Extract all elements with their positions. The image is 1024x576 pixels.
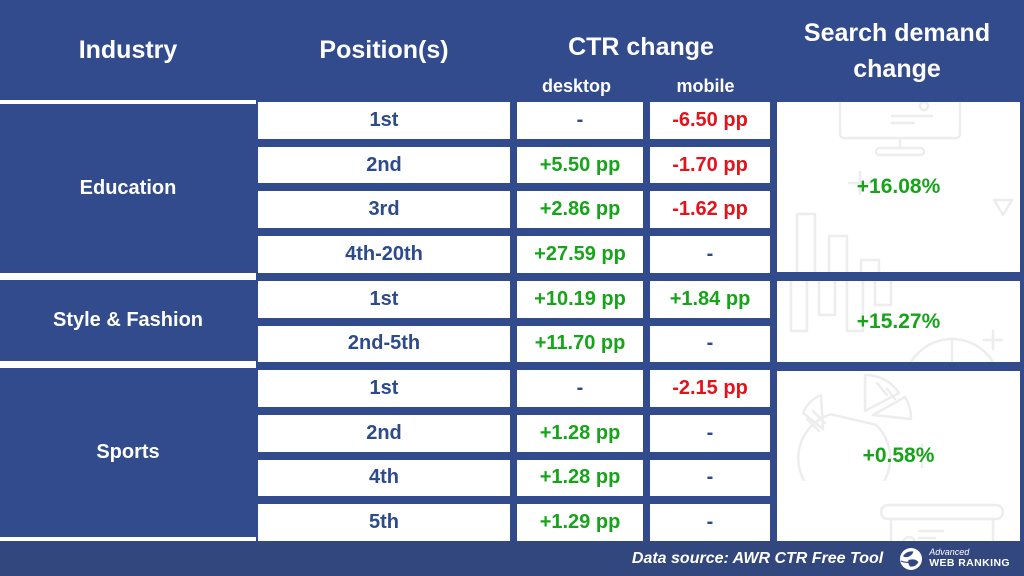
mobile-value-cell: -1.62 pp: [650, 191, 770, 229]
awr-logo-line2: WEB RANKING: [929, 556, 1010, 569]
header-positions: Position(s): [319, 35, 449, 64]
mobile-value-cell: -: [650, 459, 770, 497]
table-row: 1st - -2.15 pp: [258, 370, 770, 407]
position-cell: 1st: [258, 280, 510, 318]
desktop-value-cell: +5.50 pp: [517, 146, 643, 184]
plus-doodle-icon: [982, 329, 1004, 351]
table-header: Industry Position(s) CTR change desktop …: [0, 0, 1024, 100]
table-row: 3rd +2.86 pp -1.62 pp: [258, 191, 770, 229]
header-search-demand: Search demand change: [803, 19, 991, 83]
position-cell: 2nd-5th: [258, 325, 510, 363]
header-ctr-subcolumns: desktop mobile: [512, 76, 770, 97]
header-desktop: desktop: [541, 76, 611, 96]
table-body: Education Style & Fashion Sports 1st - -…: [0, 100, 1024, 542]
desktop-value-cell: +1.29 pp: [517, 504, 643, 542]
awr-logo-line1: Advanced: [929, 547, 970, 558]
mobile-value-cell: -2.15 pp: [650, 370, 770, 407]
monitor-doodle-icon: [838, 102, 962, 157]
mobile-value-cell: -1.70 pp: [650, 146, 770, 184]
desktop-value-cell: +2.86 pp: [517, 191, 643, 229]
position-cell: 1st: [258, 370, 510, 407]
desktop-value-cell: +1.28 pp: [517, 459, 643, 497]
data-rows-column: 1st - -6.50 pp 2nd +5.50 pp -1.70 pp 3rd…: [256, 100, 770, 542]
table-row: 5th +1.29 pp -: [258, 504, 770, 542]
mobile-value-cell: -: [650, 504, 770, 542]
globe-icon: [900, 547, 923, 570]
mobile-value-cell: -: [650, 414, 770, 452]
search-demand-cell-education: +16.08%: [777, 102, 1020, 272]
desktop-value-cell: +11.70 pp: [517, 325, 643, 363]
footer-bar: Data source: AWR CTR Free Tool Advanced …: [0, 541, 1024, 576]
search-demand-value: +0.58%: [862, 444, 935, 467]
data-source-label: Data source: AWR CTR Free Tool: [631, 549, 884, 567]
triangle-doodle-icon: [992, 198, 1014, 217]
position-cell: 3rd: [258, 191, 510, 229]
position-cell: 2nd: [258, 146, 510, 184]
mobile-value-cell: -: [650, 236, 770, 273]
plus-doodle-icon: [847, 170, 873, 196]
mobile-value-cell: -: [650, 325, 770, 363]
search-demand-cell-sports: +0.58%: [777, 371, 1020, 541]
mobile-value-cell: -6.50 pp: [650, 102, 770, 139]
desk-board-doodle-icon: [879, 503, 1005, 541]
industry-cell-sports: Sports: [0, 367, 256, 537]
pie-doodle-icon: [909, 337, 995, 363]
desktop-value-cell: -: [517, 102, 643, 139]
table-row: 2nd-5th +11.70 pp -: [258, 325, 770, 363]
industry-cell-education: Education: [0, 104, 256, 274]
search-demand-column: +16.08% +15.27%: [770, 100, 1024, 541]
header-ctr-change: CTR change: [568, 33, 714, 61]
table-row: 2nd +1.28 pp -: [258, 414, 770, 452]
table-row: 1st +10.19 pp +1.84 pp: [258, 280, 770, 318]
industry-column: Education Style & Fashion Sports: [0, 100, 256, 541]
industry-cell-style-fashion: Style & Fashion: [0, 280, 256, 361]
plus-doodle-icon: [909, 443, 935, 469]
header-ctr-change-group: CTR change desktop mobile: [512, 0, 770, 100]
position-cell: 4th: [258, 459, 510, 497]
bar-chart-doodle-icon: [795, 212, 881, 272]
position-cell: 4th-20th: [258, 236, 510, 273]
table-row: 4th +1.28 pp -: [258, 459, 770, 497]
awr-logo-text: Advanced WEB RANKING: [929, 547, 1010, 569]
table-row: 4th-20th +27.59 pp -: [258, 236, 770, 273]
desktop-value-cell: +1.28 pp: [517, 414, 643, 452]
search-demand-value: +15.27%: [856, 309, 941, 333]
awr-logo: Advanced WEB RANKING: [899, 547, 1010, 571]
desktop-value-cell: +27.59 pp: [517, 236, 643, 273]
header-mobile: mobile: [676, 76, 735, 96]
desktop-value-cell: +10.19 pp: [517, 280, 643, 318]
table-row: 2nd +5.50 pp -1.70 pp: [258, 146, 770, 184]
desktop-value-cell: -: [517, 370, 643, 407]
position-cell: 1st: [258, 102, 510, 139]
table-row: 1st - -6.50 pp: [258, 102, 770, 139]
bars-doodle-icon: [789, 280, 893, 333]
search-demand-cell-style-fashion: +15.27%: [777, 280, 1020, 363]
mobile-value-cell: +1.84 pp: [650, 280, 770, 318]
exploded-pie-doodle-icon: [797, 373, 913, 482]
search-demand-value: +16.08%: [856, 174, 941, 198]
position-cell: 2nd: [258, 414, 510, 452]
position-cell: 5th: [258, 504, 510, 542]
header-industry: Industry: [78, 35, 178, 64]
